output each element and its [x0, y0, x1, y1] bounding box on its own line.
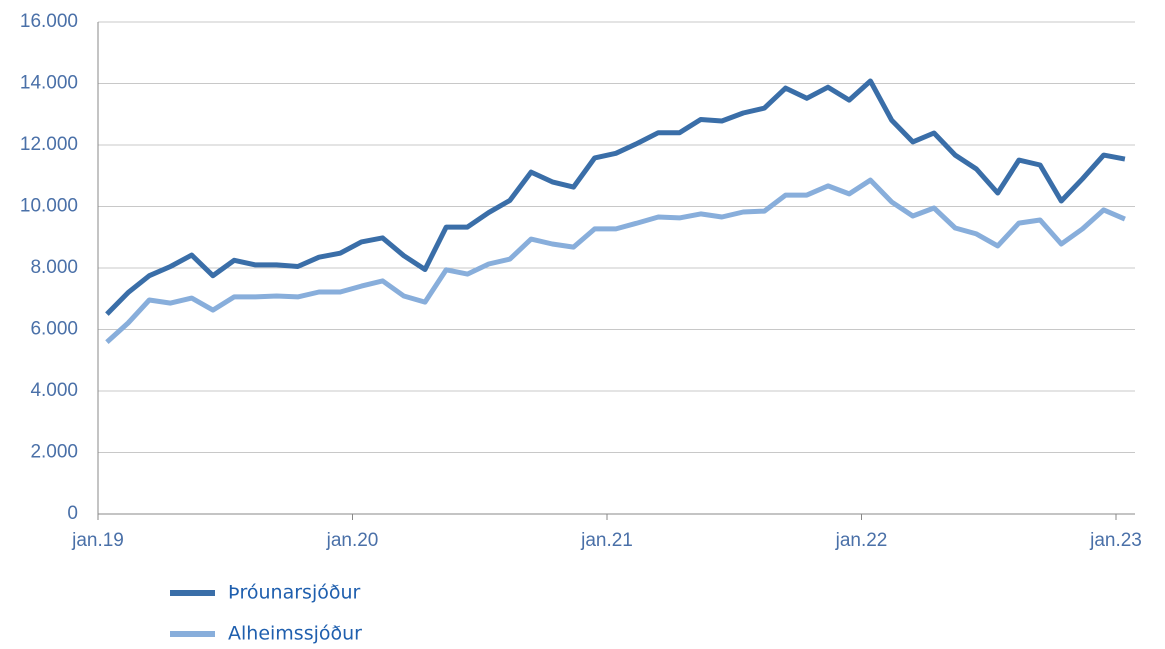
y-tick-label: 10.000 — [20, 196, 78, 217]
y-tick-label: 8.000 — [30, 257, 78, 278]
x-tick-label: jan.20 — [326, 530, 379, 551]
y-tick-label: 16.000 — [20, 11, 78, 32]
series-line — [105, 78, 1126, 316]
legend-label: Þróunarsjóður — [228, 582, 361, 604]
x-tick-label: jan.23 — [1089, 530, 1142, 551]
y-tick-label: 12.000 — [20, 134, 78, 155]
x-tick-label: jan.21 — [580, 530, 633, 551]
y-tick-label: 4.000 — [30, 380, 78, 401]
y-tick-label: 0 — [67, 503, 78, 524]
y-tick-label: 6.000 — [30, 319, 78, 340]
legend-label: Alheimssjóður — [228, 623, 362, 645]
legend: Þróunarsjóður Alheimssjóður — [170, 582, 362, 645]
series-line — [105, 177, 1126, 344]
y-tick-label: 2.000 — [30, 442, 78, 463]
x-tick-label: jan.19 — [71, 530, 124, 551]
y-tick-label: 14.000 — [20, 73, 78, 94]
x-tick-label: jan.22 — [835, 530, 888, 551]
